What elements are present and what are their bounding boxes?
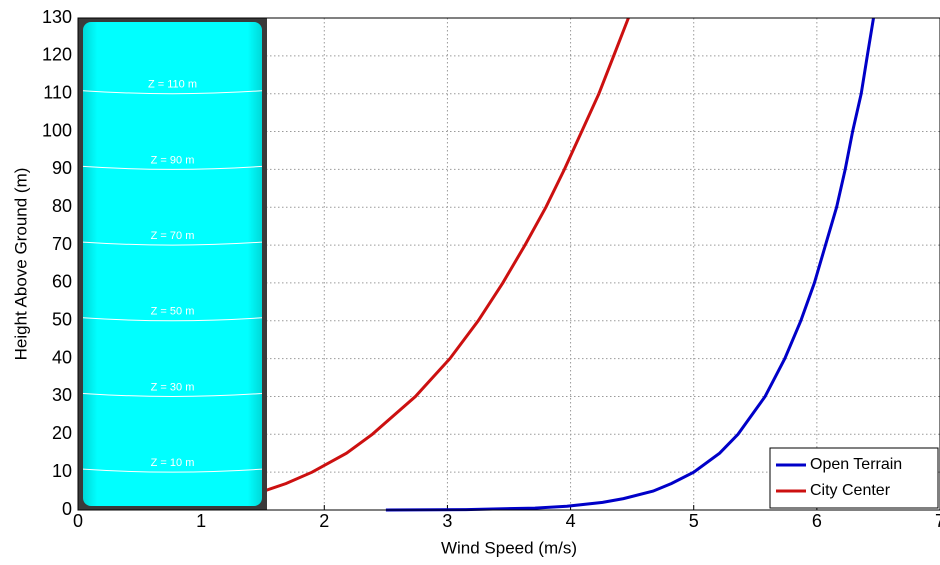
x-tick-label: 2 [319,511,329,531]
x-tick-label: 4 [566,511,576,531]
y-tick-label: 40 [52,347,72,367]
height-label: Z = 30 m [151,381,195,393]
legend-box [769,447,939,509]
height-marker [82,241,263,246]
y-tick-label: 70 [52,234,72,254]
x-tick-label: 6 [812,511,822,531]
height-label: Z = 110 m [148,79,197,91]
x-tick-label: 7 [935,511,940,531]
height-marker [82,165,263,170]
height-label: Z = 10 m [151,457,195,469]
y-tick-label: 60 [52,272,72,292]
height-marker [82,90,263,95]
height-marker [82,468,263,473]
height-marker [82,392,263,397]
y-tick-label: 30 [52,385,72,405]
y-tick-label: 120 [42,45,72,65]
y-tick-label: 10 [52,461,72,481]
height-marker [82,317,263,322]
x-tick-label: 0 [73,511,83,531]
y-tick-label: 100 [42,120,72,140]
y-tick-label: 20 [52,423,72,443]
legend-label: Open Terrain [810,456,902,473]
plot-frame [77,17,940,511]
y-tick-label: 50 [52,310,72,330]
y-tick-label: 110 [43,82,72,102]
line-series [385,17,875,512]
y-tick-label: 130 [42,7,72,27]
y-axis-label: Height Above Ground (m) [11,168,30,361]
y-tick-label: 0 [62,499,72,519]
y-tick-label: 80 [52,196,72,216]
height-label: Z = 50 m [151,306,195,318]
x-tick-label: 3 [442,511,452,531]
height-label: Z = 90 m [151,154,195,166]
x-tick-label: 1 [196,511,206,531]
legend-label: City Center [810,482,891,499]
y-tick-label: 90 [52,158,72,178]
x-axis-label: Wind Speed (m/s) [441,538,577,557]
tower-body [83,22,262,506]
x-tick-label: 5 [689,511,699,531]
height-label: Z = 70 m [151,230,195,242]
